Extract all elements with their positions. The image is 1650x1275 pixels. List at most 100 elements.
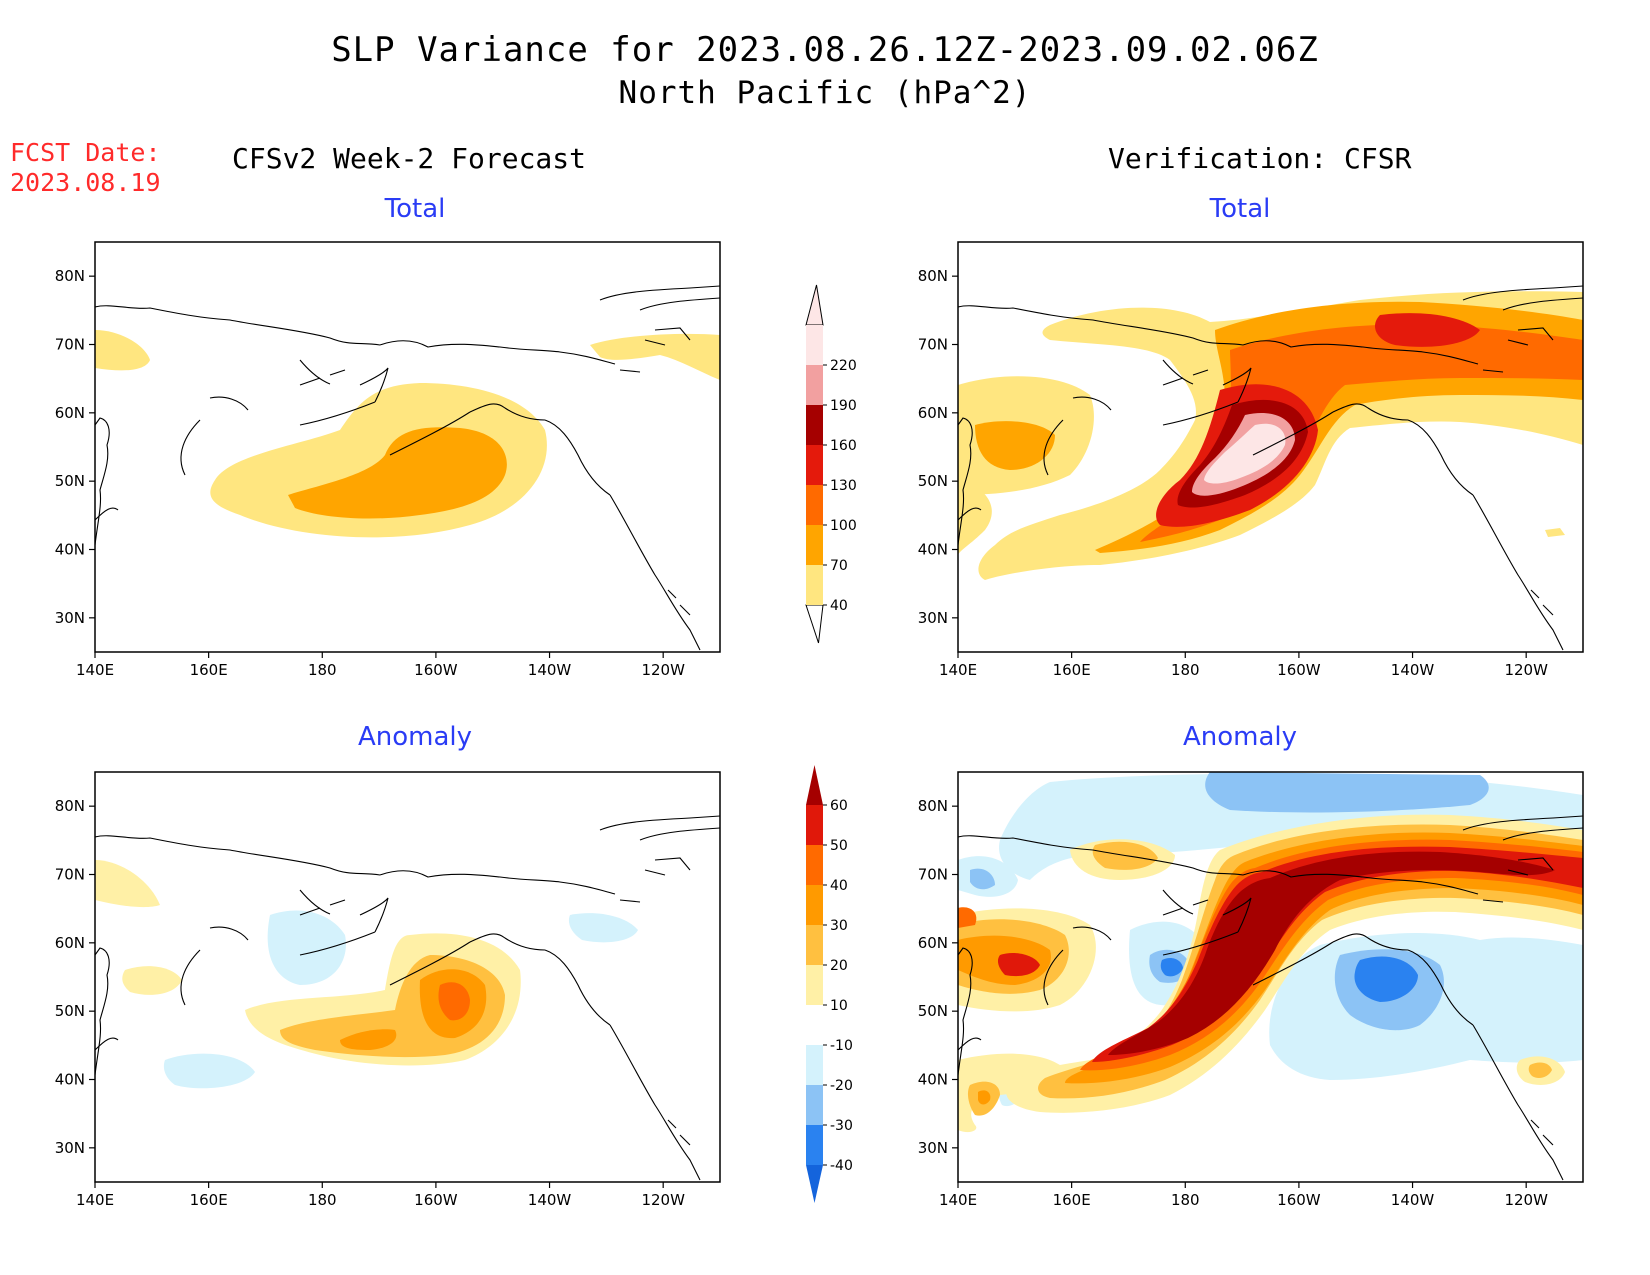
colorbar-swatch: [806, 485, 823, 525]
lon-tick-label: 140W: [528, 1191, 572, 1209]
coastline: [958, 285, 1583, 651]
colorbar-swatch: [806, 965, 823, 1005]
lat-tick-label: 70N: [55, 336, 85, 354]
lon-tick-label: 160W: [1277, 1191, 1321, 1209]
lat-tick-label: 50N: [918, 1002, 948, 1020]
colorbar-swatch: [806, 525, 823, 565]
lon-tick-label: 160W: [414, 661, 458, 679]
colorbar-label: 100: [830, 518, 857, 534]
axes-layer: 140E 160E 180 160W 140W 120W 80N 70N 60N 50N 40N 30…: [55, 267, 1548, 1209]
chart-title: SLP Variance for 2023.08.26.12Z-2023.09.…: [331, 30, 1319, 70]
forecast-total-shading: [95, 330, 720, 538]
forecast-anomaly-shading: [95, 860, 638, 1089]
colorbar-swatch: [806, 365, 823, 405]
lon-tick-label: 160E: [190, 661, 228, 679]
verification-total-shading: [958, 291, 1583, 580]
lon-tick-label: 180: [308, 1191, 337, 1209]
lon-tick-label: 160E: [1053, 1191, 1091, 1209]
colorbar-swatch: [806, 405, 823, 445]
lat-tick-label: 50N: [918, 472, 948, 490]
colorbar-label: 20: [830, 958, 848, 974]
lon-tick-label: 140E: [76, 661, 114, 679]
lon-tick-label: 180: [1171, 661, 1200, 679]
lon-tick-label: 180: [1171, 1191, 1200, 1209]
colorbar-label: 160: [830, 438, 857, 454]
lon-tick-label: 140W: [1391, 1191, 1435, 1209]
lon-tick-label: 120W: [641, 661, 685, 679]
lat-tick-label: 70N: [55, 866, 85, 884]
lat-tick-label: 60N: [55, 404, 85, 422]
colorbar-lower-end: [805, 604, 824, 644]
lon-tick-label: 120W: [641, 1191, 685, 1209]
verification-total-frame: [957, 241, 1584, 653]
verification-column-heading: Verification: CFSR: [1108, 142, 1412, 175]
lat-tick-label: 80N: [918, 797, 948, 815]
lat-tick-label: 30N: [55, 609, 85, 627]
forecast-date: FCST Date: 2023.08.19: [10, 138, 161, 198]
verification-total-subtitle: Total: [1209, 194, 1271, 224]
verification-total-map: [958, 285, 1583, 651]
lat-tick-label: 30N: [55, 1139, 85, 1157]
chart-subtitle: North Pacific (hPa^2): [618, 75, 1032, 111]
lat-tick-label: 40N: [55, 541, 85, 559]
lat-tick-label: 70N: [918, 336, 948, 354]
lon-tick-label: 140E: [939, 1191, 977, 1209]
verification-total-axes: 140E 160E 180 160W 140W 120W 80N 70N 60N 50N 40N 30…: [918, 267, 1548, 679]
colorbar-swatch: [806, 845, 823, 885]
lat-tick-label: 80N: [55, 267, 85, 285]
forecast-anomaly-map: [95, 815, 720, 1181]
lon-tick-label: 120W: [1504, 661, 1548, 679]
lat-tick-label: 80N: [55, 797, 85, 815]
lat-tick-label: 30N: [918, 1139, 948, 1157]
lon-tick-label: 120W: [1504, 1191, 1548, 1209]
forecast-total-subtitle: Total: [384, 194, 446, 224]
colorbar-lower-end: [806, 1165, 823, 1203]
colorbar-label: 60: [830, 798, 848, 814]
lon-tick-label: 180: [308, 661, 337, 679]
colorbar-swatch: [806, 1005, 823, 1045]
lon-tick-label: 160W: [1277, 661, 1321, 679]
colorbar-label: -40: [830, 1158, 853, 1174]
colorbar-upper-end: [805, 284, 824, 326]
forecast-date-label: FCST Date:: [10, 138, 161, 167]
forecast-total-frame: [94, 241, 721, 653]
forecast-anomaly-subtitle: Anomaly: [357, 722, 473, 752]
colorbar-label: 70: [830, 558, 848, 574]
colorbar-swatch: [806, 1125, 823, 1165]
verification-anomaly-axes: 140E 160E 180 160W 140W 120W 80N 70N 60N 50N 40N 30…: [918, 797, 1548, 1209]
verification-anomaly-frame: [957, 771, 1584, 1183]
colorbar-swatch: [806, 885, 823, 925]
colorbar-label: 40: [830, 878, 848, 894]
forecast-column-heading: CFSv2 Week-2 Forecast: [232, 142, 587, 175]
lon-tick-label: 160W: [414, 1191, 458, 1209]
lon-tick-label: 140W: [1391, 661, 1435, 679]
colorbar-upper-end: [806, 765, 823, 805]
coastline: [958, 815, 1583, 1181]
anomaly-colorbar: -40 -30 -20 -10 10 20 30 40 50 60: [806, 765, 853, 1203]
colorbar-label: 220: [830, 358, 857, 374]
lon-tick-label: 160E: [190, 1191, 228, 1209]
lat-tick-label: 60N: [55, 934, 85, 952]
colorbar-swatch: [806, 925, 823, 965]
colorbar-label: -30: [830, 1118, 853, 1134]
verification-anomaly-shading: [958, 772, 1583, 1133]
colorbar-swatch: [806, 1045, 823, 1085]
colorbar-label: 130: [830, 478, 857, 494]
lat-tick-label: 50N: [55, 1002, 85, 1020]
colorbar-swatch: [806, 325, 823, 365]
forecast-anomaly-axes: 140E 160E 180 160W 140W 120W 80N 70N 60N 50N 40N 30…: [55, 797, 685, 1209]
colorbar-label: -20: [830, 1078, 853, 1094]
verification-anomaly-map: [958, 772, 1583, 1181]
colorbar-swatch: [806, 565, 823, 605]
lat-tick-label: 50N: [55, 472, 85, 490]
lat-tick-label: 40N: [918, 541, 948, 559]
colorbar-label: -10: [830, 1038, 853, 1054]
lon-tick-label: 140E: [76, 1191, 114, 1209]
colorbar-swatch: [806, 445, 823, 485]
forecast-date-value: 2023.08.19: [10, 168, 161, 197]
lon-tick-label: 140W: [528, 661, 572, 679]
total-colorbar: 40 70 100 130 160 190 220: [805, 284, 857, 644]
lat-tick-label: 80N: [918, 267, 948, 285]
colorbar-label: 10: [830, 998, 848, 1014]
